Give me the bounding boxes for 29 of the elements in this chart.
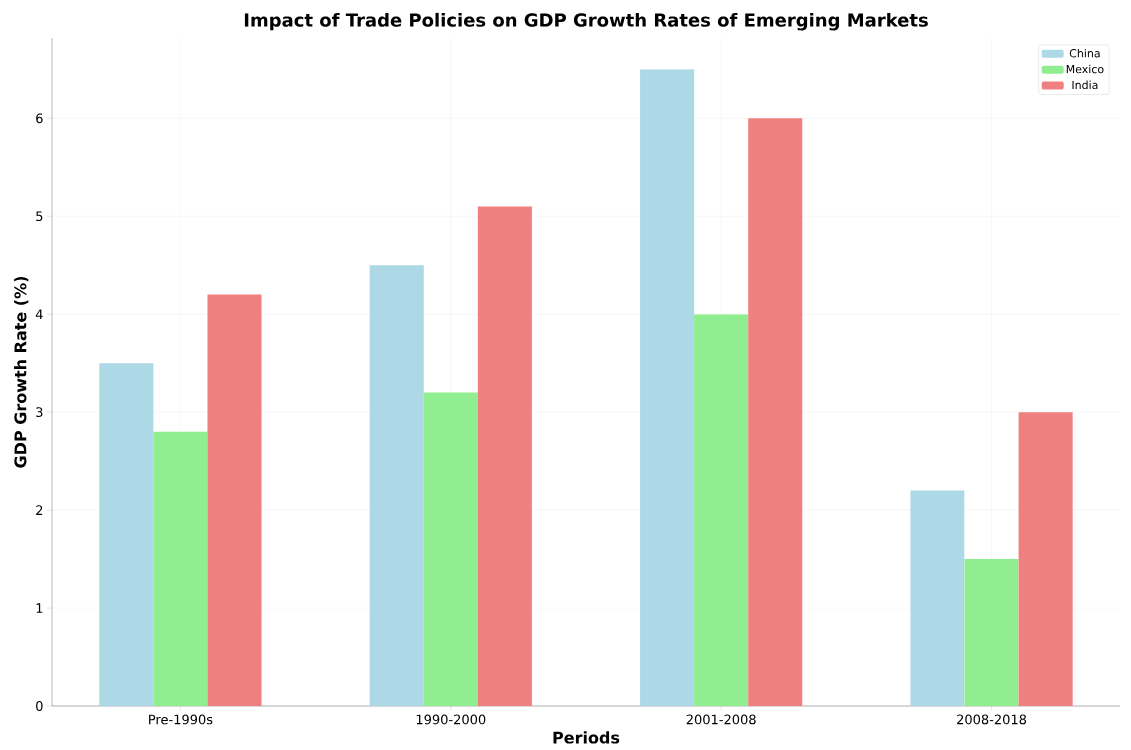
y-tick-label: 0: [36, 701, 43, 711]
y-tick-label: 4: [35, 309, 43, 319]
chart-title: Impact of Trade Policies on GDP Growth Rates of Emerging Markets: [244, 12, 928, 31]
y-tick-label: 1: [36, 603, 43, 613]
y-tick-label: 6: [36, 113, 43, 124]
bar: [910, 490, 965, 706]
legend-label: Mexico: [1066, 64, 1104, 74]
legend-label: China: [1069, 48, 1100, 58]
x-tick-label: 1990-2000: [416, 714, 486, 725]
bar: [640, 69, 695, 706]
bar: [1018, 412, 1073, 706]
y-tick-label: 2: [36, 505, 43, 515]
bar: [423, 392, 478, 706]
y-tick-label: 5: [36, 211, 43, 222]
y-axis-title: GDP Growth Rate (%): [14, 276, 29, 468]
bar: [153, 431, 208, 706]
bar: [694, 314, 749, 706]
bar: [477, 206, 532, 706]
bar: [369, 265, 424, 706]
x-tick-label: 2001-2008: [686, 714, 756, 725]
legend-label: India: [1072, 80, 1098, 90]
x-tick-label: 2008-2018: [957, 714, 1027, 725]
bar: [99, 363, 154, 706]
bar: [748, 118, 803, 706]
bar: [207, 294, 262, 706]
x-axis-title: Periods: [553, 731, 620, 744]
y-tick-label: 3: [36, 407, 43, 418]
bar: [964, 559, 1019, 706]
x-tick-label: Pre-1990s: [149, 714, 213, 725]
